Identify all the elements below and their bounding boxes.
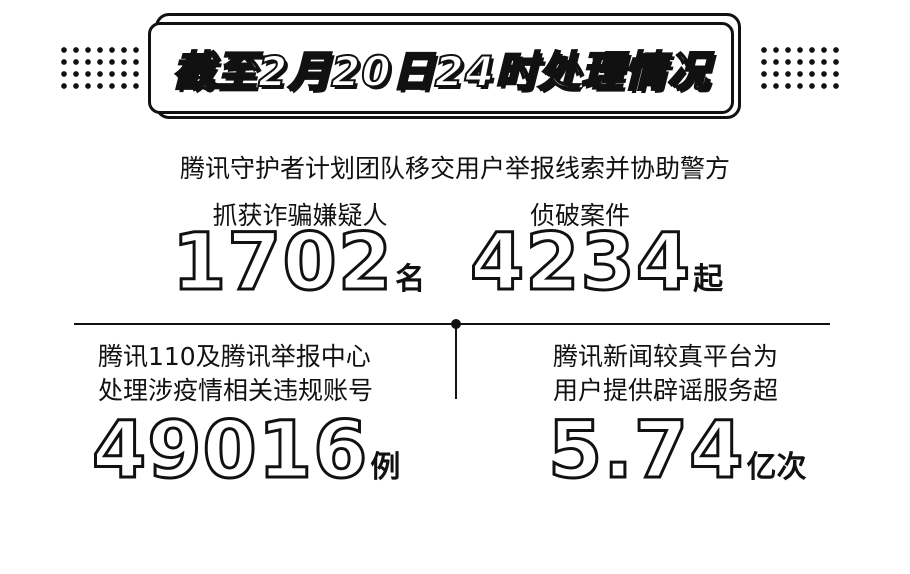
stat-label-rumor-line-2: 用户提供辟谣服务超 xyxy=(553,376,779,405)
stat-label-rumor-line-1: 腾讯新闻较真平台为 xyxy=(553,342,779,371)
stat-suspects: 1702名 xyxy=(170,217,426,310)
stat-value-rumor: 5.74 xyxy=(546,405,745,498)
stat-value-accounts: 49016 xyxy=(90,405,369,498)
title-banner: 截至2月20日24时处理情况 xyxy=(148,22,734,114)
subtitle: 腾讯守护者计划团队移交用户举报线索并协助警方 xyxy=(179,154,730,183)
stat-label-cases: 侦破案件 xyxy=(529,201,630,230)
dot-pattern-left xyxy=(58,44,140,90)
stat-label-rumor: 腾讯新闻较真平台为 用户提供辟谣服务超 xyxy=(553,340,778,408)
stat-unit-cases: 起 xyxy=(693,262,724,297)
vertical-divider xyxy=(455,323,457,399)
stat-accounts: 49016例 xyxy=(90,405,401,498)
stat-rumor: 5.74亿次 xyxy=(546,405,807,498)
stat-value-suspects: 1702 xyxy=(170,217,394,310)
stat-label-suspects: 抓获诈骗嫌疑人 xyxy=(212,201,388,230)
stat-label-accounts-line-2: 处理涉疫情相关违规账号 xyxy=(98,376,374,405)
stat-cases: 4234起 xyxy=(468,217,724,310)
stat-label-accounts: 腾讯110及腾讯举报中心 处理涉疫情相关违规账号 xyxy=(98,340,373,408)
stat-unit-rumor: 亿次 xyxy=(746,450,807,485)
divider-dot xyxy=(451,319,461,329)
stat-value-cases: 4234 xyxy=(468,217,692,310)
stat-unit-accounts: 例 xyxy=(370,450,401,485)
stat-unit-suspects: 名 xyxy=(395,262,426,297)
page-title: 截至2月20日24时处理情况 xyxy=(171,46,711,97)
dot-pattern-right xyxy=(758,44,840,90)
stat-label-accounts-line-1: 腾讯110及腾讯举报中心 xyxy=(98,342,371,371)
